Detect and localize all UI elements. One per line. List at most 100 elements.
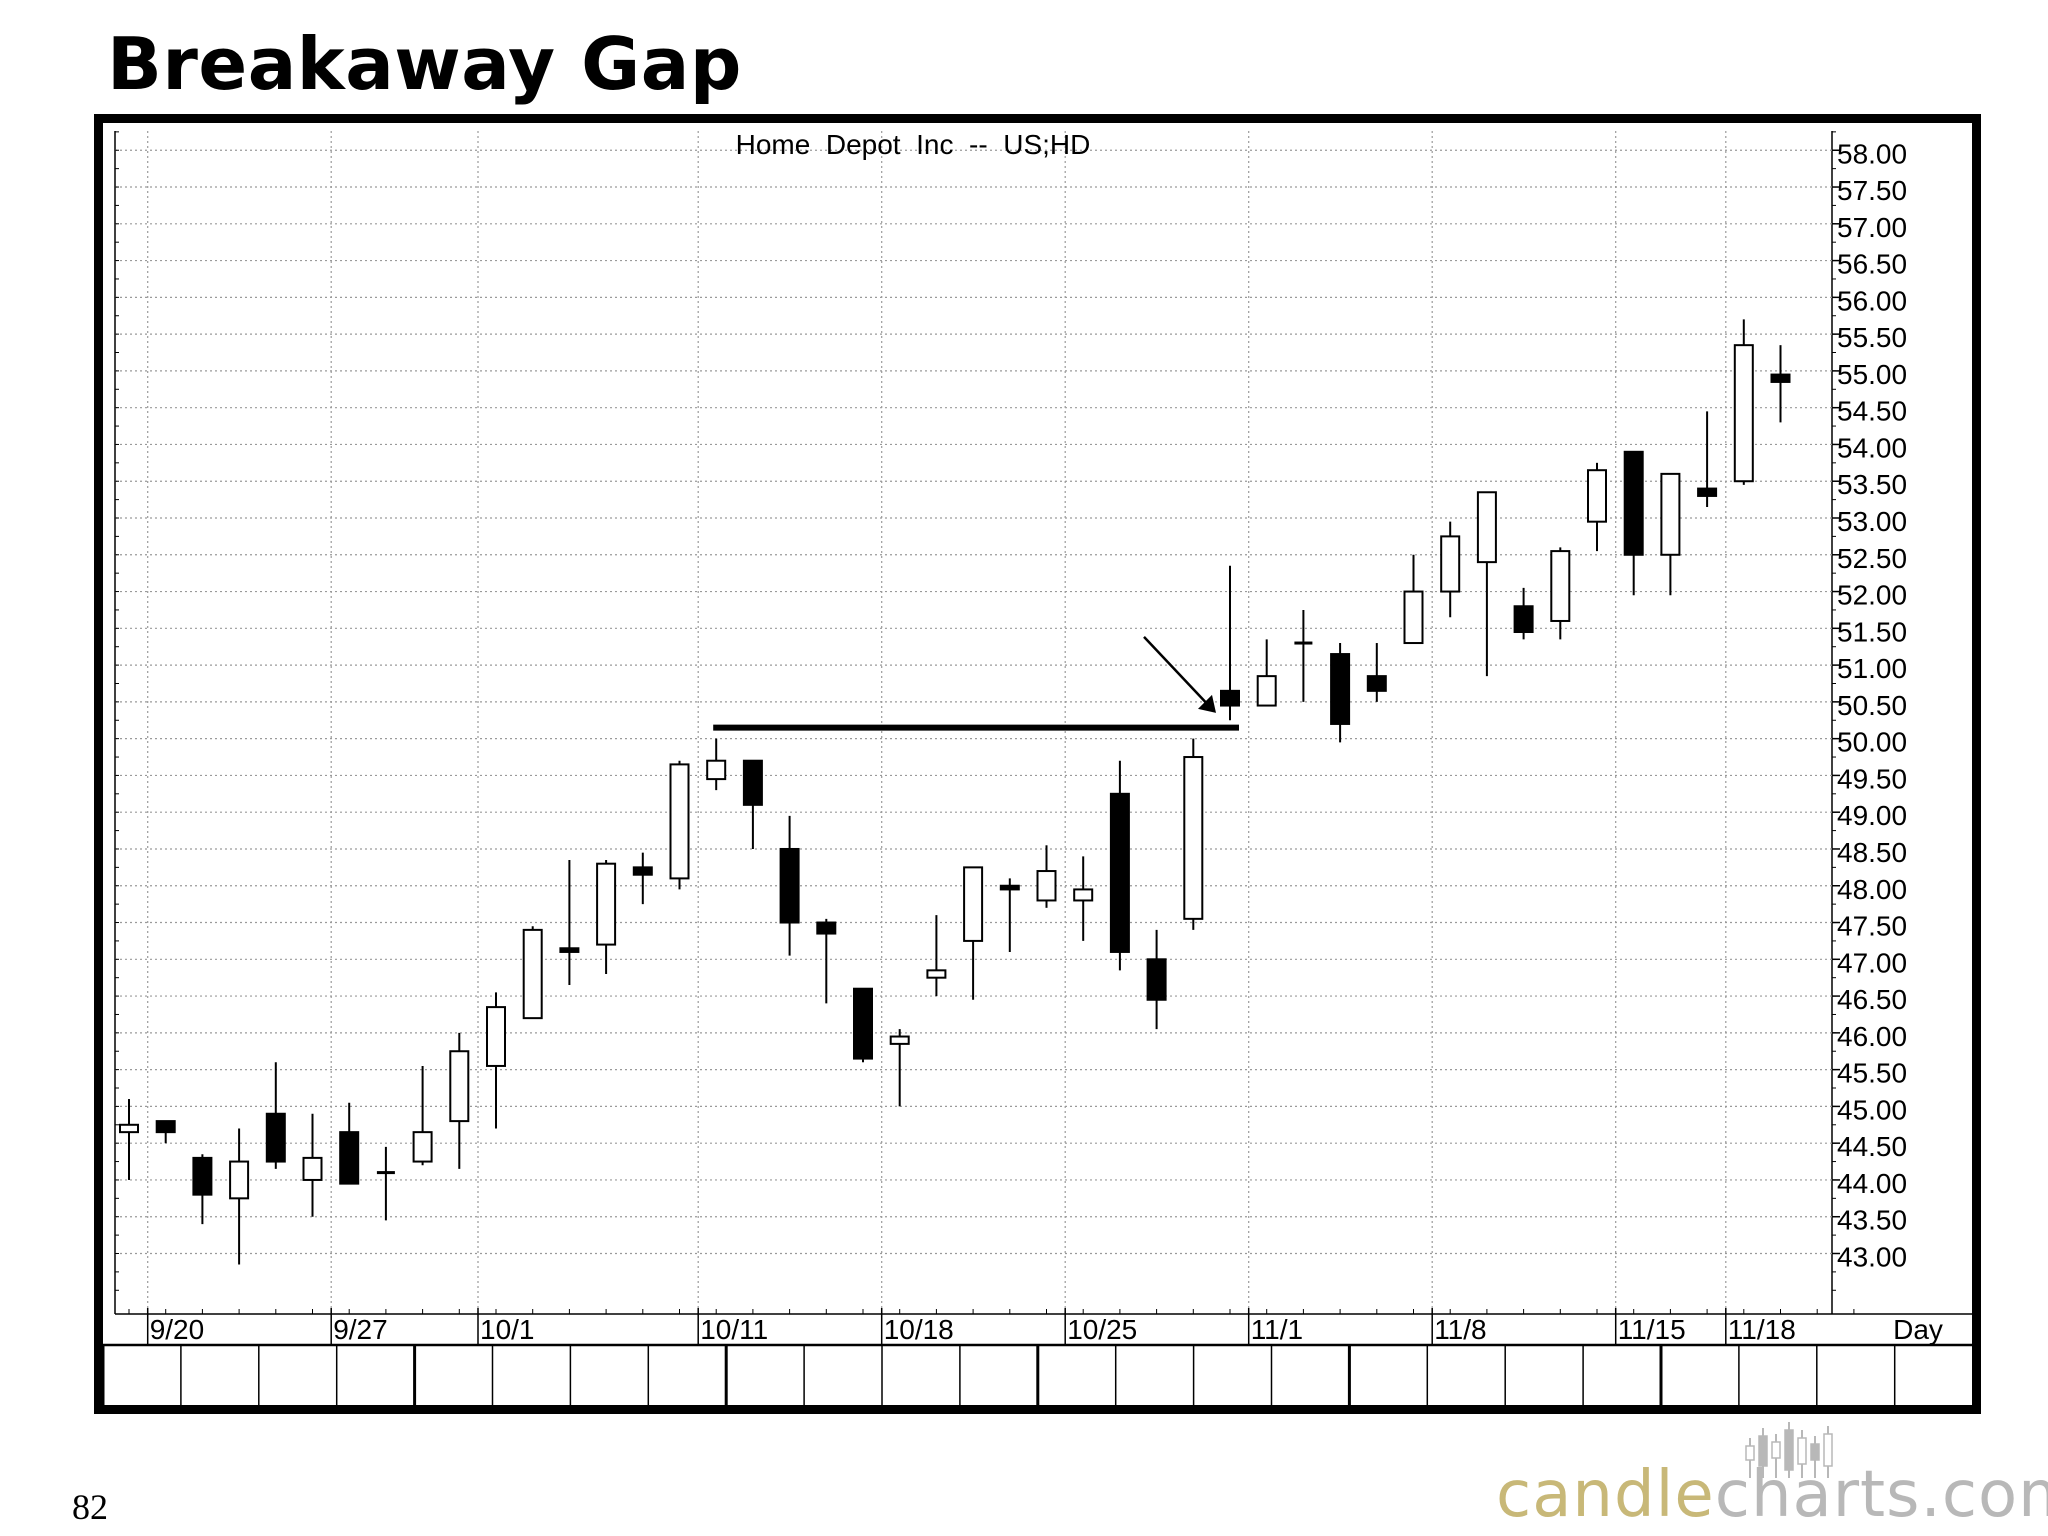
y-tick-label: 49.00 (1837, 800, 1907, 831)
candle (302, 1113, 323, 1217)
candle-body-bullish (1256, 675, 1277, 707)
candle (1146, 929, 1167, 1030)
candle-body-bullish (706, 759, 727, 781)
y-tick-label: 54.50 (1837, 396, 1907, 427)
candle (1109, 760, 1130, 971)
y-tick-label: 56.50 (1837, 249, 1907, 280)
candle-body-bearish (853, 987, 873, 1060)
x-tick-label: 10/11 (700, 1314, 768, 1345)
x-tick-label: 10/1 (480, 1314, 535, 1345)
candle (522, 926, 543, 1020)
y-tick-label: 48.50 (1837, 837, 1907, 868)
candle (376, 1146, 395, 1221)
candle (926, 915, 947, 997)
candle (1256, 639, 1277, 707)
candle-body-bullish (449, 1050, 470, 1123)
candle-body-bullish (1660, 472, 1681, 556)
candle (229, 1128, 250, 1265)
x-tick-label: 10/18 (884, 1314, 954, 1345)
candle-body-bearish (1146, 958, 1167, 1001)
logo-candle-body (1784, 1429, 1794, 1471)
y-tick-label: 58.00 (1837, 138, 1907, 169)
y-tick-label: 49.50 (1837, 763, 1907, 794)
candle-body-bullish (1733, 344, 1754, 483)
candle-body-bullish (669, 763, 690, 880)
candle-body-bullish (926, 969, 947, 979)
y-tick-label: 56.00 (1837, 285, 1907, 316)
y-tick-label: 46.50 (1837, 984, 1907, 1015)
logo-candle-body (1797, 1437, 1807, 1465)
y-tick-label: 54.00 (1837, 432, 1907, 463)
candle-body-bullish (486, 1006, 506, 1067)
candle (449, 1032, 470, 1169)
candle-body-bullish (229, 1160, 250, 1200)
candle-body-bearish (1623, 450, 1644, 556)
logo-text-part1: candle (1496, 1458, 1715, 1532)
candle-body-bearish (1220, 689, 1240, 707)
y-tick-label: 44.50 (1837, 1131, 1907, 1162)
x-tick-label: 11/18 (1728, 1314, 1796, 1345)
candle (742, 759, 763, 849)
logo-candle-body (1758, 1435, 1768, 1467)
candle (632, 852, 653, 905)
y-tick-label: 43.00 (1837, 1242, 1907, 1273)
candle-body-bearish (1697, 487, 1718, 497)
candle-body-bearish (816, 921, 837, 935)
logo-text: candlecharts.com (1496, 1458, 2048, 1532)
candle (1733, 319, 1754, 485)
y-tick-label: 52.50 (1837, 543, 1907, 574)
x-tick-label: 11/1 (1251, 1314, 1303, 1345)
y-tick-label: 52.00 (1837, 580, 1907, 611)
candle (119, 1099, 139, 1180)
candle-body-bullish (302, 1156, 323, 1181)
y-tick-label: 51.50 (1837, 616, 1907, 647)
y-tick-label: 50.00 (1837, 727, 1907, 758)
candle-body-bullish (1550, 550, 1571, 622)
y-tick-label: 45.50 (1837, 1058, 1907, 1089)
candle (706, 738, 727, 791)
y-tick-label: 53.50 (1837, 469, 1907, 500)
candle (559, 860, 580, 986)
candle (1770, 345, 1791, 423)
candle (779, 815, 800, 956)
candle-body-bearish (265, 1112, 286, 1163)
y-tick-label: 51.00 (1837, 653, 1907, 684)
y-tick-label: 57.00 (1837, 212, 1907, 243)
candle-doji (1294, 641, 1313, 645)
candle (1220, 565, 1240, 721)
candle-body-bearish (779, 847, 800, 924)
candle-body-bullish (522, 928, 543, 1020)
candle (192, 1154, 213, 1225)
candle (265, 1062, 286, 1169)
logo-candle-body (1823, 1433, 1833, 1467)
y-tick-label: 46.00 (1837, 1021, 1907, 1052)
slide-title: Breakaway Gap (107, 22, 742, 106)
y-tick-label: 57.50 (1837, 175, 1907, 206)
candle (339, 1102, 360, 1185)
candle-body-bullish (1073, 888, 1094, 902)
candle (816, 918, 837, 1004)
candle (1036, 845, 1057, 908)
x-tick-label: 10/25 (1067, 1314, 1137, 1345)
candlecharts-logo: candlecharts.com (1496, 1420, 2048, 1532)
candle (1330, 643, 1351, 743)
candle-body-bearish (1770, 373, 1791, 383)
candle (1587, 462, 1607, 552)
y-tick-label: 55.00 (1837, 359, 1907, 390)
candle (889, 1029, 910, 1107)
candle (1513, 587, 1534, 640)
candle (1183, 738, 1204, 930)
candle-body-bullish (596, 862, 617, 946)
candle (1073, 856, 1094, 941)
candle-body-bullish (889, 1035, 910, 1045)
candle-body-bullish (1036, 870, 1057, 902)
y-tick-label: 55.50 (1837, 322, 1907, 353)
y-tick-label: 47.50 (1837, 911, 1907, 942)
candle (963, 866, 984, 1000)
candle-body-bullish (412, 1131, 433, 1163)
candle (1550, 547, 1571, 640)
candle-body-bearish (559, 947, 580, 953)
candle (1476, 491, 1497, 677)
candle-body-bearish (339, 1131, 360, 1185)
candle-body-bullish (963, 866, 984, 942)
